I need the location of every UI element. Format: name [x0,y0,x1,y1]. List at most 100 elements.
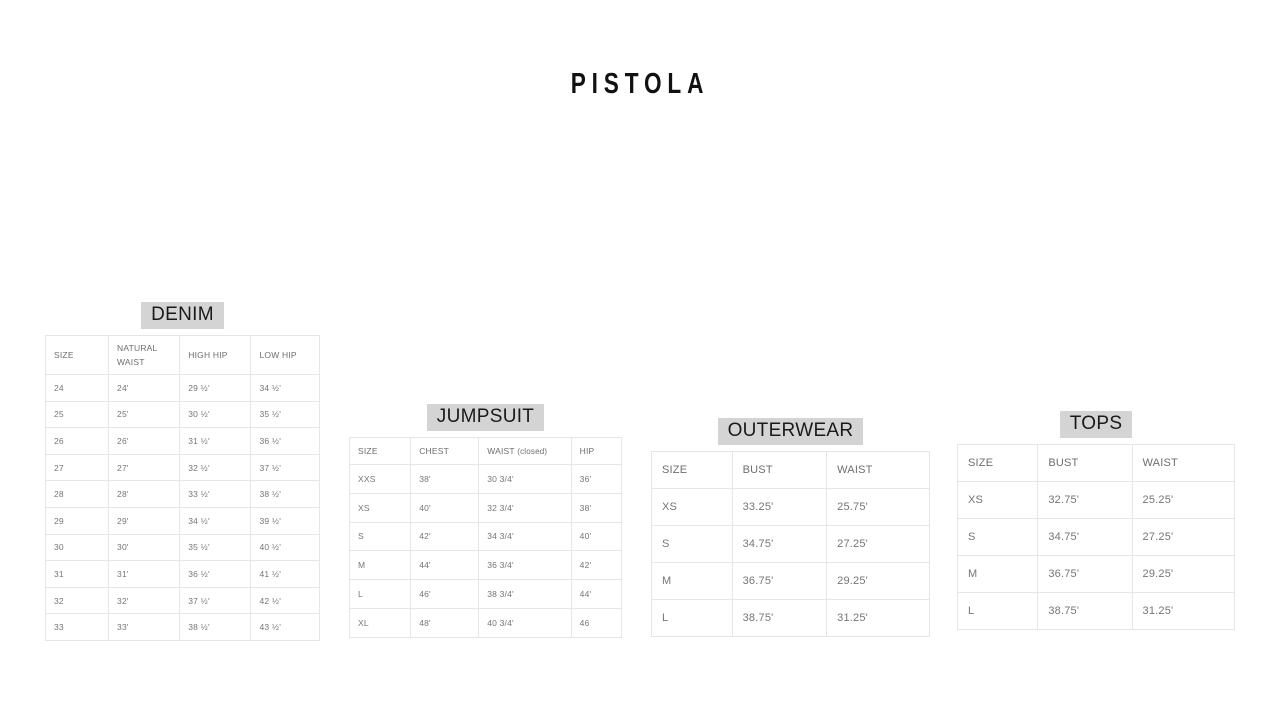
cell-measurement: 31.25' [1131,592,1235,630]
cell-measurement: 29.25' [826,562,930,600]
cell-measurement: 36.75' [1037,555,1133,593]
column-header-waist-closed: WAIST (closed) [478,437,572,465]
table-header-row: SIZE BUST WAIST [651,451,930,489]
cell-measurement: 31.25' [826,599,930,637]
table-row: S 34.75' 27.25' [651,525,930,563]
cell-size: 27 [44,453,110,482]
cell-measurement: 38.75' [731,599,828,637]
cell-measurement: 40 3/4' [478,607,572,638]
column-header-bust: BUST [1037,444,1133,482]
table-body-outerwear: XS 33.25' 25.75' S 34.75' 27.25' M 36.75' 29.25'… [651,488,930,637]
column-header-chest: CHEST [410,437,480,465]
table-row: L 38.75' 31.25' [956,592,1235,630]
cell-measurement: 34.75' [1037,518,1133,556]
cell-measurement: 32 ½' [179,453,252,482]
cell-size: L [348,579,412,609]
cell-measurement: 37 ½' [250,453,320,482]
brand-logo: PISTOLA [570,68,710,100]
table-row: M 36.75' 29.25' [651,562,930,600]
table-row: L 38.75' 31.25' [651,599,930,637]
table-row: 29 29' 34 ½' 39 ½' [44,506,320,535]
cell-measurement: 34.75' [731,525,828,563]
table-row: 31 31' 36 ½' 41 ½' [44,560,320,588]
cell-measurement: 38.75' [1037,592,1133,630]
cell-measurement: 48' [410,607,480,638]
cell-size: 25 [44,400,110,429]
cell-measurement: 34 ½' [179,506,252,535]
cell-measurement: 27.25' [826,525,930,563]
size-chart-denim: DENIM SIZE NATURAL WAIST HIGH HIP LOW HI… [44,302,320,641]
cell-size: XS [956,481,1039,519]
cell-size: XS [651,488,733,526]
table-header-row: SIZE CHEST WAIST (closed) HIP [348,437,623,465]
cell-measurement: 27' [108,453,181,482]
cell-measurement: 25.75' [826,488,930,526]
cell-measurement: 37 ½' [179,586,252,615]
cell-size: XXS [348,464,412,494]
table-row: 30 30' 35 ½' 40 ½' [44,533,320,562]
column-header-waist: WAIST [1131,444,1235,482]
cell-measurement: 35 ½' [250,400,320,429]
cell-size: L [956,592,1039,630]
cell-measurement: 40' [570,521,623,552]
cell-measurement: 25.25' [1131,481,1235,519]
size-chart-jumpsuit: JUMPSUIT SIZE CHEST WAIST (closed) HIP X… [348,404,623,638]
chart-title-wrap-denim: DENIM [45,302,320,329]
table-body-denim: 24 24' 29 ½' 34 ½' 25 25' 30 ½' 35 ½' 26 26' 31 ½'… [44,374,320,641]
size-chart-outerwear: OUTERWEAR SIZE BUST WAIST XS 33.25' 25.75'… [651,418,930,637]
cell-size: 32 [44,586,110,615]
table-row: 26 26' 31 ½' 36 ½' [44,427,320,455]
cell-measurement: 33.25' [731,488,828,526]
table-row: S 34.75' 27.25' [956,518,1235,556]
column-header-hip: HIP [570,437,623,465]
cell-measurement: 42' [410,521,480,552]
cell-size: M [651,562,733,600]
chart-title-jumpsuit: JUMPSUIT [426,404,545,431]
cell-size: XL [348,607,412,638]
table-row: S 42' 34 3/4' 40' [348,521,623,552]
cell-measurement: 32.75' [1037,481,1133,519]
cell-measurement: 40 ½' [250,533,320,562]
table-row: 25 25' 30 ½' 35 ½' [44,400,320,429]
cell-measurement: 33' [108,613,181,641]
cell-size: 30 [44,533,110,562]
cell-measurement: 28' [108,480,181,508]
cell-measurement: 29.25' [1131,555,1235,593]
cell-measurement: 46' [410,579,480,609]
cell-measurement: 24' [108,374,181,402]
cell-size: S [651,525,733,563]
cell-measurement: 38 ½' [179,613,252,641]
cell-measurement: 44' [410,550,480,581]
cell-measurement: 42 ½' [250,586,320,615]
table-row: XS 32.75' 25.25' [956,481,1235,519]
table-row: 33 33' 38 ½' 43 ½' [44,613,320,641]
cell-measurement: 36 3/4' [478,550,572,581]
cell-measurement: 25' [108,400,181,429]
column-header-size: SIZE [348,437,412,465]
chart-title-outerwear: OUTERWEAR [717,418,864,445]
table-row: L 46' 38 3/4' 44' [348,579,623,609]
cell-size: 31 [44,560,110,588]
table-row: XXS 38' 30 3/4' 36' [348,464,623,494]
cell-size: S [348,521,412,552]
cell-measurement: 42' [570,550,623,581]
cell-measurement: 30 ½' [179,400,252,429]
table-row: M 44' 36 3/4' 42' [348,550,623,581]
cell-size: 26 [44,427,110,455]
cell-measurement: 38 3/4' [478,579,572,609]
table-row: 28 28' 33 ½' 38 ½' [44,480,320,508]
table-header-row: SIZE BUST WAIST [956,444,1235,482]
cell-measurement: 43 ½' [250,613,320,641]
cell-size: S [956,518,1039,556]
cell-measurement: 38' [570,492,623,523]
cell-measurement: 29' [108,506,181,535]
column-header-note: (closed) [517,447,548,456]
size-table-denim: SIZE NATURAL WAIST HIGH HIP LOW HIP 24 24… [44,335,320,641]
cell-size: 28 [44,480,110,508]
table-body-jumpsuit: XXS 38' 30 3/4' 36' XS 40' 32 3/4' 38' S 42' 34 3/… [348,464,623,638]
cell-measurement: 36 ½' [250,427,320,455]
column-header-waist: WAIST [826,451,930,489]
cell-measurement: 46 [570,607,623,638]
table-header-row: SIZE NATURAL WAIST HIGH HIP LOW HIP [44,335,320,375]
chart-title-wrap-outerwear: OUTERWEAR [651,418,930,445]
